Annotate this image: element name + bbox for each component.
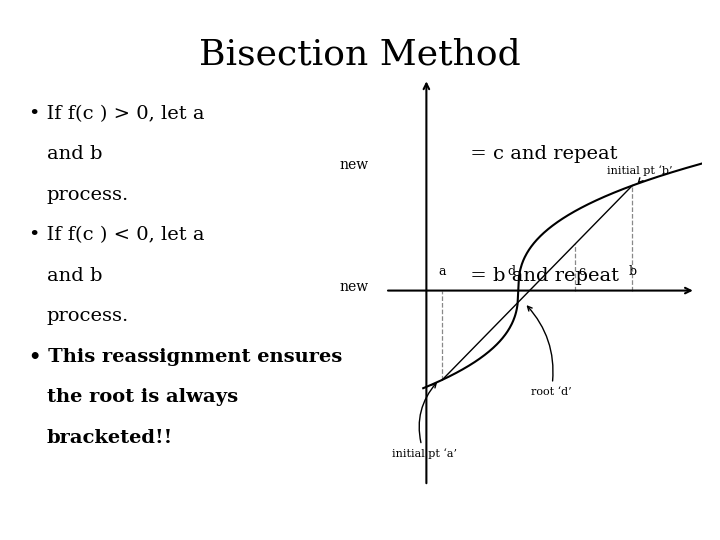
Text: new: new [339, 158, 368, 172]
Text: b: b [629, 265, 636, 278]
Text: = b and repeat: = b and repeat [464, 267, 619, 285]
Text: root ‘d’: root ‘d’ [528, 306, 572, 396]
Text: Bisection Method: Bisection Method [199, 38, 521, 72]
Text: bracketed!!: bracketed!! [47, 429, 173, 447]
Text: • If f(c ) > 0, let a: • If f(c ) > 0, let a [29, 105, 204, 123]
Text: = c and repeat: = c and repeat [464, 145, 618, 163]
Text: initial pt ‘b’: initial pt ‘b’ [607, 165, 672, 183]
Text: c: c [578, 265, 585, 278]
Text: new: new [339, 280, 368, 294]
Text: and b: and b [47, 145, 102, 163]
Text: process.: process. [47, 307, 129, 325]
Text: process.: process. [47, 186, 129, 204]
Text: the root is always: the root is always [47, 388, 238, 406]
Text: initial pt ‘a’: initial pt ‘a’ [392, 383, 456, 459]
Text: • If f(c ) < 0, let a: • If f(c ) < 0, let a [29, 226, 204, 244]
Text: d: d [508, 265, 516, 278]
Text: a: a [438, 265, 446, 278]
Text: and b: and b [47, 267, 102, 285]
Text: • This reassignment ensures: • This reassignment ensures [29, 348, 342, 366]
